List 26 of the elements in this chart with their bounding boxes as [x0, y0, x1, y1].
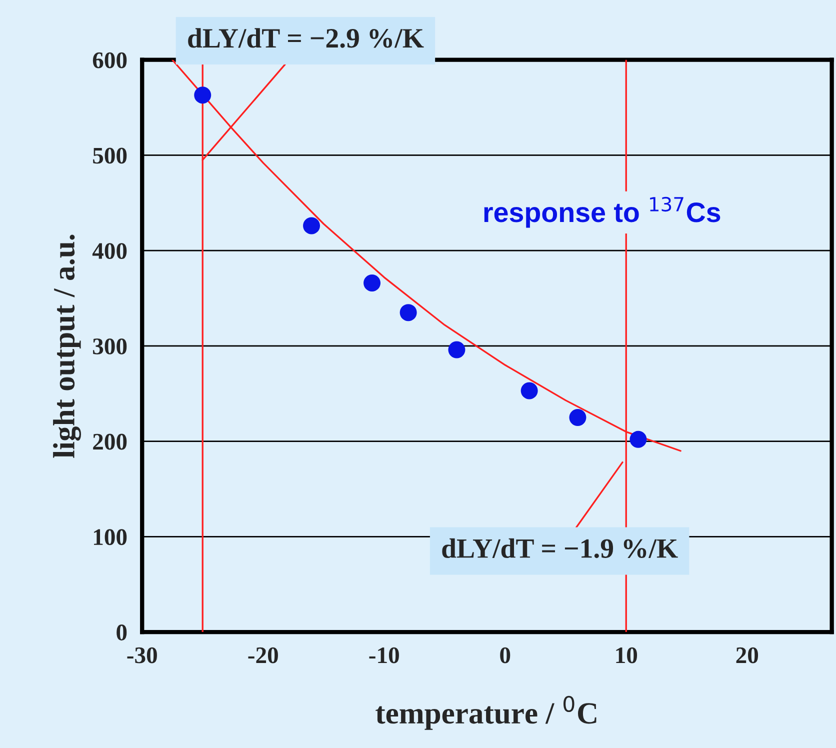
point — [630, 430, 647, 448]
point — [520, 382, 538, 400]
y-tick-label: 300 — [93, 338, 127, 354]
point — [194, 86, 212, 104]
annotation: response to $^{137}$Cs — [484, 196, 720, 228]
y-tick-label: 0 — [116, 624, 127, 640]
x-tick-label: -10 — [369, 647, 399, 664]
x-tick-label: -30 — [127, 647, 157, 664]
x-tick-label: 20 — [736, 647, 758, 664]
y-tick-label: 500 — [93, 148, 127, 164]
y-axis-title: light output / a.u. — [53, 234, 82, 458]
x-axis-title: temperature / $^{0}$C — [376, 696, 596, 730]
x-tick-label: 0 — [500, 647, 510, 664]
y-tick-label: 100 — [94, 529, 127, 546]
point — [448, 341, 466, 358]
point — [364, 274, 381, 292]
point — [400, 304, 417, 322]
y-tick-label: 400 — [92, 243, 127, 260]
x-tick-label: -20 — [248, 647, 278, 664]
point — [569, 408, 586, 426]
y-tick-label: 200 — [93, 434, 127, 450]
x-tick-label: 10 — [616, 647, 638, 664]
y-tick-label: 600 — [92, 52, 127, 68]
annotation: dLY/dT = −1.9 %/K — [442, 538, 678, 558]
point — [303, 217, 320, 234]
annotation: dLY/dT = −2.9 %/K — [188, 28, 424, 48]
